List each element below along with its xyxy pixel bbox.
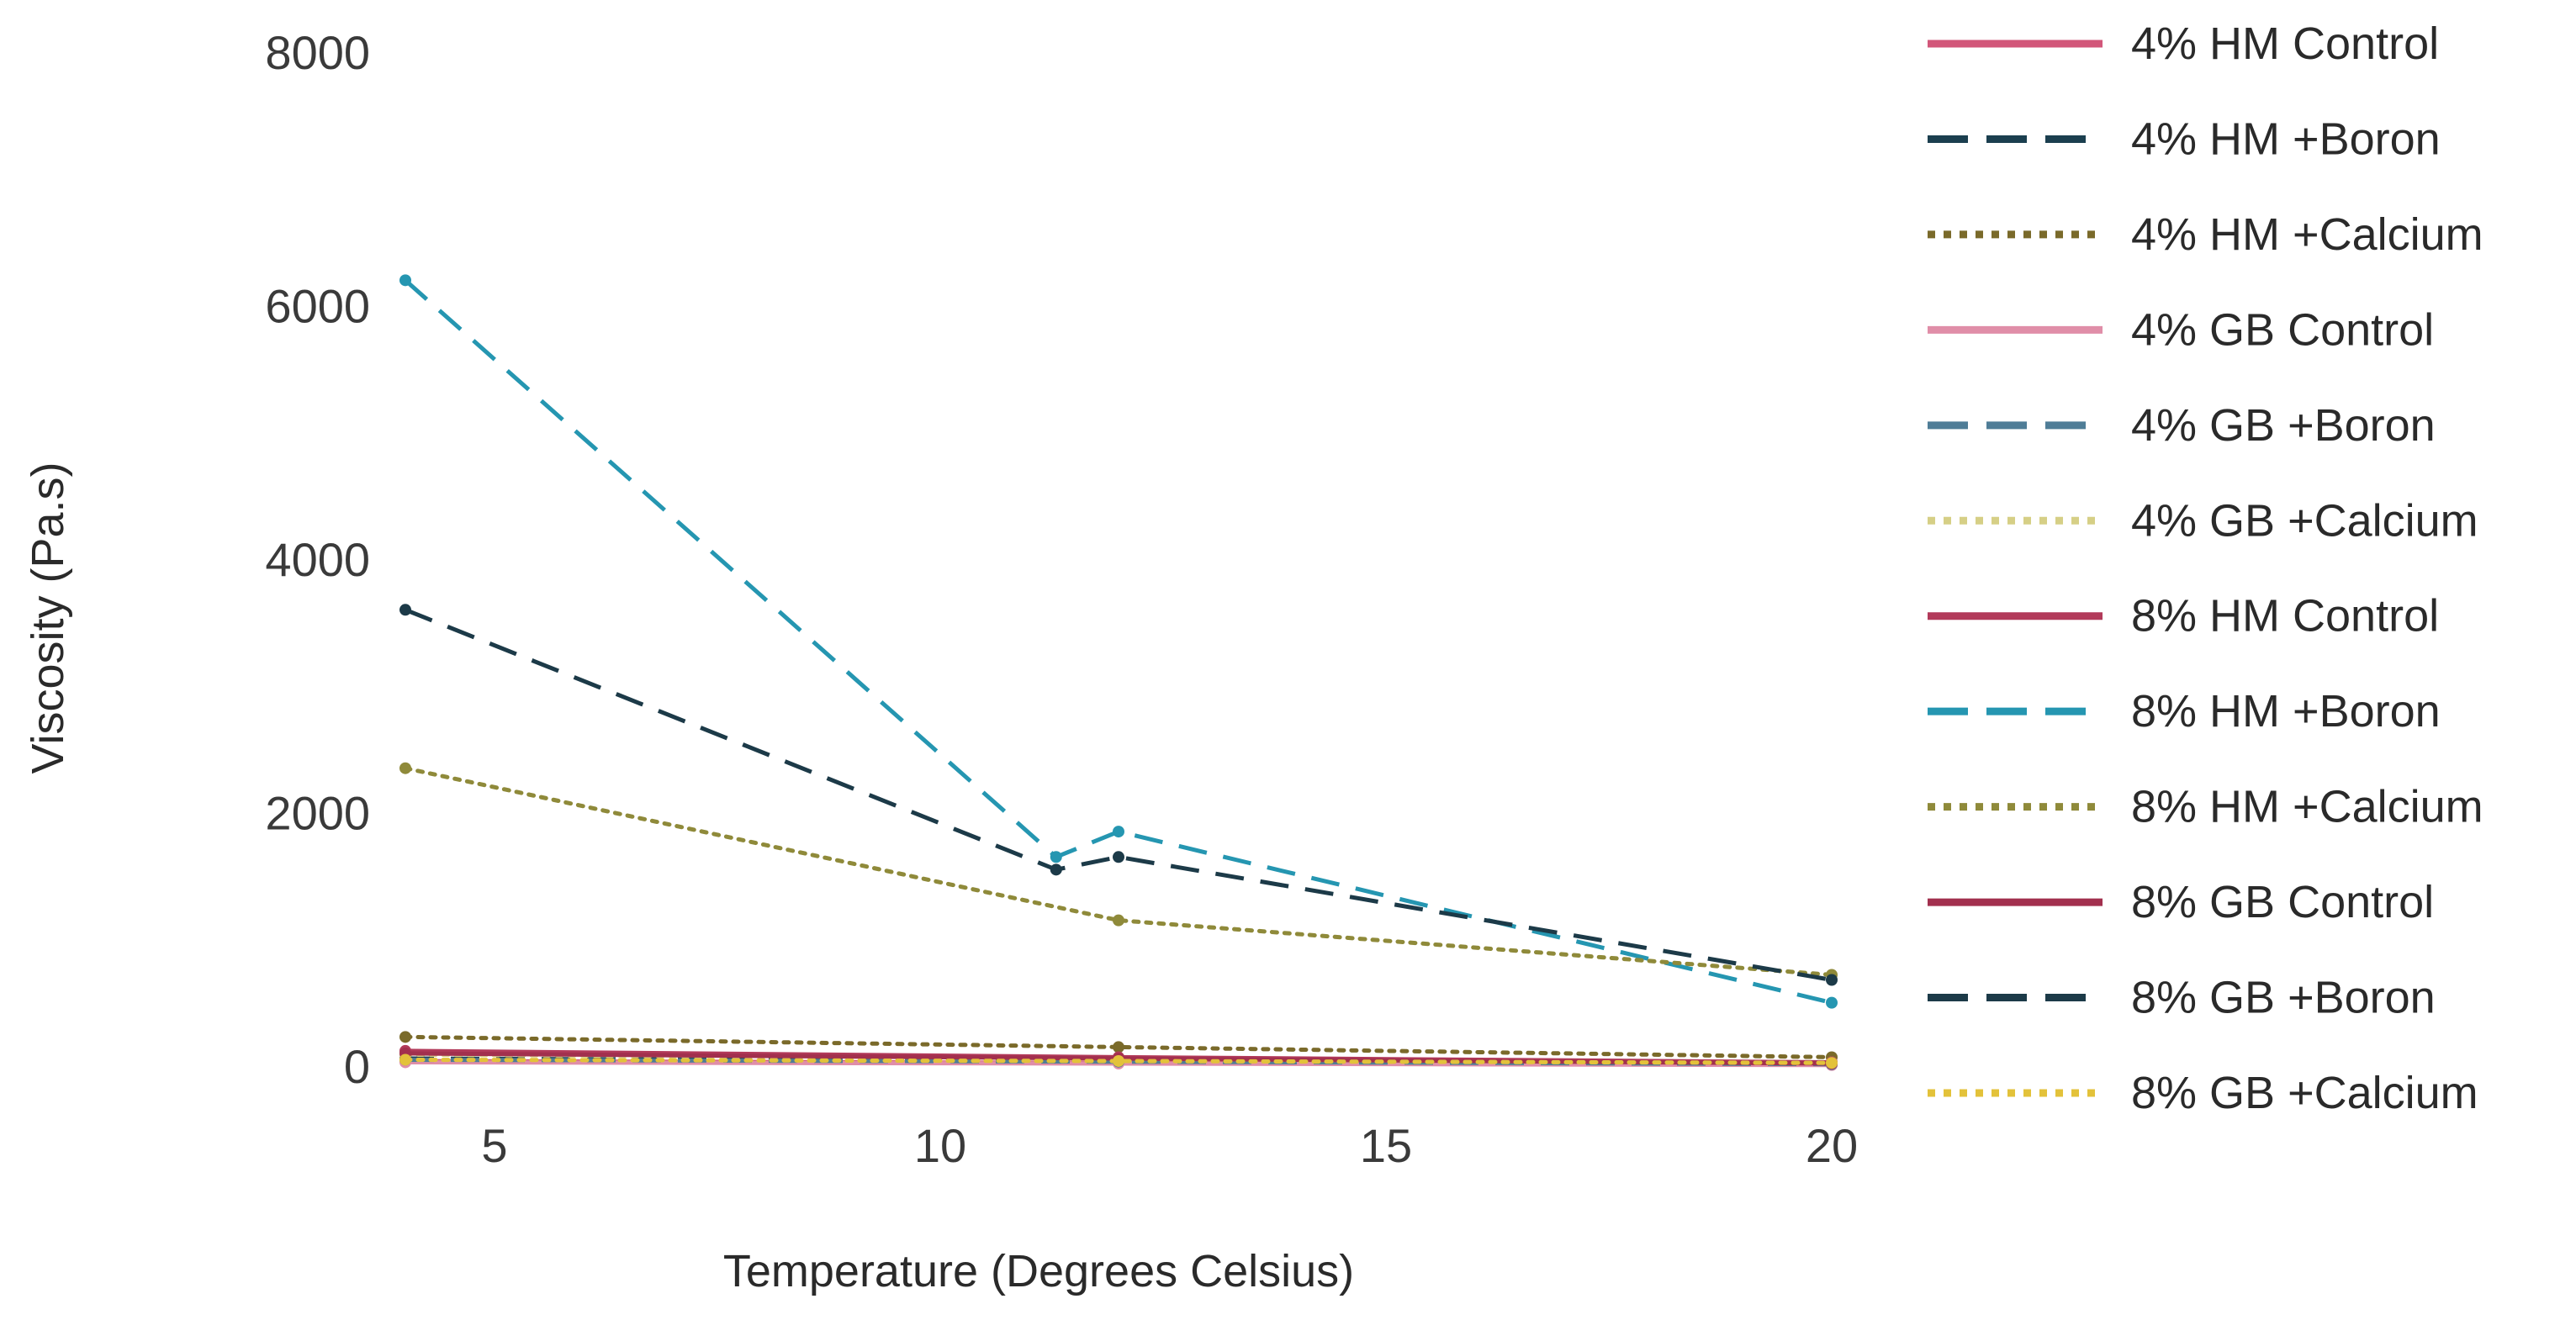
data-point-8pct-gb-boron (1826, 974, 1838, 986)
data-point-8pct-gb-calcium (1826, 1057, 1838, 1069)
y-tick-label: 2000 (265, 787, 370, 840)
x-axis-ticks: 5 10 15 20 (481, 1119, 1858, 1172)
legend-label-4pct-hm-boron: 4% HM +Boron (2131, 114, 2441, 164)
data-point-8pct-gb-boron (399, 604, 411, 616)
y-tick-label: 8000 (265, 26, 370, 79)
data-point-8pct-gb-calcium (399, 1053, 411, 1066)
legend-label-4pct-hm-control: 4% HM Control (2131, 18, 2439, 69)
data-point-8pct-hm-calcium (399, 762, 411, 774)
x-tick-label: 5 (481, 1119, 507, 1172)
data-point-8pct-hm-boron (1113, 826, 1124, 838)
y-tick-label: 6000 (265, 280, 370, 333)
series-line-8pct-gb-boron (405, 607, 1833, 982)
legend: 4% HM Control 4% HM +Boron 4% HM +Calcium 4… (1928, 18, 2483, 1118)
y-axis-ticks: 0 2000 4000 6000 8000 (265, 26, 370, 1093)
x-tick-label: 10 (914, 1119, 966, 1172)
series-line-8pct-hm-calcium (403, 766, 1834, 977)
data-point-8pct-hm-boron (399, 274, 411, 287)
legend-label-4pct-hm-calcium: 4% HM +Calcium (2131, 209, 2483, 260)
legend-label-4pct-gb-boron: 4% GB +Boron (2131, 400, 2436, 451)
y-tick-label: 0 (344, 1040, 370, 1093)
x-tick-label: 20 (1806, 1119, 1858, 1172)
y-axis-title: Viscosity (Pa.s) (23, 462, 73, 774)
data-point-4pct-hm-calcium (399, 1031, 411, 1043)
legend-label-8pct-gb-control: 8% GB Control (2131, 877, 2434, 927)
data-point-4pct-hm-calcium (1113, 1041, 1124, 1053)
data-point-8pct-gb-boron (1050, 863, 1062, 876)
data-point-8pct-hm-boron (1826, 996, 1838, 1009)
legend-label-8pct-hm-calcium: 8% HM +Calcium (2131, 782, 2483, 832)
legend-label-8pct-hm-control: 8% HM Control (2131, 591, 2439, 642)
legend-label-4pct-gb-calcium: 4% GB +Calcium (2131, 495, 2478, 546)
data-point-8pct-hm-boron (1050, 851, 1062, 863)
data-point-8pct-gb-calcium (1113, 1054, 1124, 1067)
legend-label-8pct-hm-boron: 8% HM +Boron (2131, 686, 2441, 737)
legend-label-8pct-gb-boron: 8% GB +Boron (2131, 973, 2436, 1023)
data-point-8pct-gb-boron (1113, 851, 1124, 863)
series-line-8pct-hm-boron (404, 278, 1833, 1006)
x-tick-label: 15 (1360, 1119, 1412, 1172)
legend-label-4pct-gb-control: 4% GB Control (2131, 304, 2434, 355)
plot-area (399, 274, 1838, 1071)
legend-label-8pct-gb-calcium: 8% GB +Calcium (2131, 1068, 2478, 1118)
data-point-8pct-hm-calcium (1113, 914, 1124, 927)
x-axis-title: Temperature (Degrees Celsius) (723, 1246, 1354, 1296)
y-tick-label: 4000 (265, 533, 370, 586)
